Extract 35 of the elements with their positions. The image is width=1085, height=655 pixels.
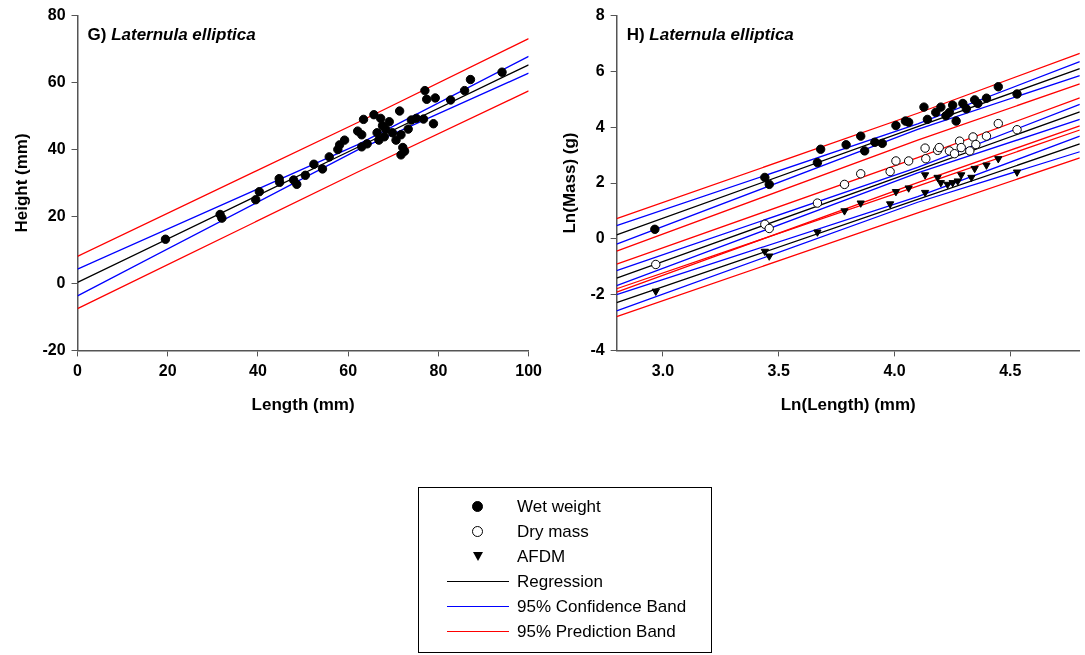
x-axis-title: Ln(Length) (mm) [780, 395, 916, 415]
y-tick-label: 0 [595, 229, 605, 247]
y-axis-title: Height (mm) [11, 133, 31, 233]
y-tick-label: 60 [47, 72, 66, 90]
legend-label: Regression [517, 571, 603, 592]
y-tick-label: 8 [595, 6, 605, 24]
y-tick-label: -4 [590, 340, 605, 358]
y-tick-label: -2 [590, 285, 605, 303]
x-tick-label: 80 [429, 362, 448, 380]
y-tick-label: 0 [56, 273, 66, 291]
y-tick-label: 80 [47, 6, 66, 24]
legend-label: Wet weight [517, 496, 601, 517]
x-axis-title: Length (mm) [251, 395, 355, 415]
y-tick-label: 2 [595, 173, 605, 191]
x-tick-label: 0 [73, 362, 83, 380]
legend-label: AFDM [517, 546, 566, 567]
x-tick-label: 100 [515, 362, 543, 380]
text: H) Laternula elliptica [626, 24, 794, 44]
legend-label: Dry mass [517, 521, 589, 542]
x-tick-label: 60 [339, 362, 358, 380]
x-tick-label: 4.5 [999, 362, 1022, 380]
text: G) Laternula elliptica [87, 24, 256, 44]
x-tick-label: 3.0 [651, 362, 675, 380]
y-tick-label: -20 [42, 340, 66, 358]
x-tick-label: 4.0 [883, 362, 906, 380]
x-tick-label: 3.5 [767, 362, 790, 380]
y-axis-title: Ln(Mass) (g) [559, 132, 579, 234]
legend-label: 95% Confidence Band [517, 596, 687, 617]
y-tick-label: 6 [595, 61, 605, 79]
legend-label: 95% Prediction Band [517, 621, 676, 642]
x-tick-label: 20 [158, 362, 177, 380]
y-tick-label: 20 [47, 206, 66, 224]
y-tick-label: 40 [47, 139, 66, 157]
x-tick-label: 40 [249, 362, 267, 380]
y-tick-label: 4 [595, 117, 605, 135]
